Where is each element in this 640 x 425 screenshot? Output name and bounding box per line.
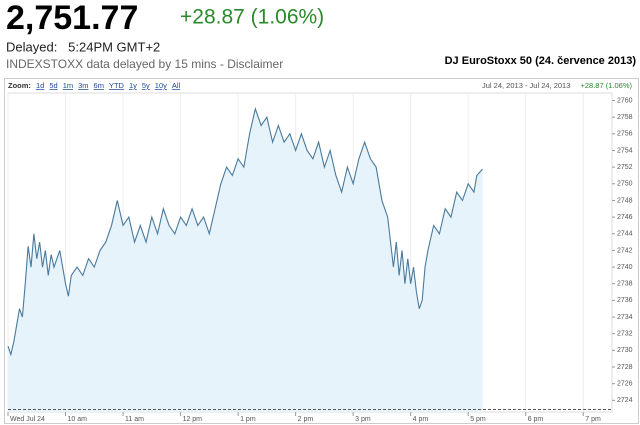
x-tick-label: 11 am bbox=[125, 416, 144, 423]
zoom-option[interactable]: 1m bbox=[63, 81, 73, 90]
y-tick-label: 2750 bbox=[617, 181, 633, 188]
zoom-option[interactable]: All bbox=[172, 81, 181, 90]
x-tick-label: 1 pm bbox=[240, 416, 256, 423]
y-tick-label: 2756 bbox=[617, 131, 633, 138]
x-tick-label: 10 am bbox=[68, 416, 88, 423]
y-tick-label: 2742 bbox=[617, 247, 633, 254]
zoom-option[interactable]: 5d bbox=[49, 81, 57, 90]
delayed: Delayed: 5:24PM GMT+2 bbox=[6, 39, 160, 54]
price: 2,751.77 bbox=[6, 0, 138, 37]
zoom-option[interactable]: 1y bbox=[129, 81, 137, 90]
range: Jul 24, 2013 - Jul 24, 2013 bbox=[482, 81, 570, 90]
y-tick-label: 2724 bbox=[617, 397, 633, 404]
price-change: +28.87 (1.06%) bbox=[180, 6, 324, 29]
area bbox=[8, 108, 483, 412]
zoom-option[interactable]: 1d bbox=[36, 81, 44, 90]
x-tick-label: 6 pm bbox=[528, 416, 544, 423]
y-tick-label: 2754 bbox=[617, 147, 633, 154]
zoom-option[interactable]: 10y bbox=[155, 81, 167, 90]
x-tick-label: Wed Jul 24 bbox=[10, 416, 45, 423]
x-tick-label: 5 pm bbox=[470, 416, 486, 423]
zoom-label: Zoom: bbox=[8, 81, 31, 90]
zoom-option[interactable]: 5y bbox=[142, 81, 150, 90]
y-tick-label: 2744 bbox=[617, 231, 633, 238]
y-tick-label: 2746 bbox=[617, 214, 633, 221]
chart-title: DJ EuroStoxx 50 (24. července 2013) bbox=[445, 55, 637, 67]
x-tick-label: 3 pm bbox=[355, 416, 371, 423]
y-tick-label: 2740 bbox=[617, 264, 633, 271]
y-tick-label: 2760 bbox=[617, 97, 633, 104]
y-tick-label: 2730 bbox=[617, 347, 633, 354]
zoom-option[interactable]: 3m bbox=[78, 81, 88, 90]
x-tick-label: 2 pm bbox=[298, 416, 314, 423]
disclaimer: INDEXSTOXX data delayed by 15 mins - Dis… bbox=[6, 57, 283, 71]
line bbox=[7, 106, 483, 357]
y-tick-label: 2734 bbox=[617, 314, 633, 321]
y-tick-label: 2728 bbox=[617, 364, 633, 371]
y-tick-label: 2748 bbox=[617, 197, 633, 204]
zoom-option[interactable]: YTD bbox=[109, 81, 125, 90]
y-tick-label: 2732 bbox=[617, 331, 633, 338]
y-tick-label: 2738 bbox=[617, 281, 633, 288]
y-tick-label: 2752 bbox=[617, 164, 633, 171]
y-tick-label: 2758 bbox=[617, 114, 633, 121]
zoom-option[interactable]: 6m bbox=[94, 81, 104, 90]
y-tick-label: 2726 bbox=[617, 381, 633, 388]
x-tick-label: 7 pm bbox=[585, 416, 601, 423]
x-tick-label: 12 pm bbox=[183, 416, 203, 423]
range-change: +28.87 (1.06%) bbox=[581, 81, 633, 90]
y-tick-label: 2736 bbox=[617, 297, 633, 304]
x-tick-label: 4 pm bbox=[413, 416, 429, 423]
